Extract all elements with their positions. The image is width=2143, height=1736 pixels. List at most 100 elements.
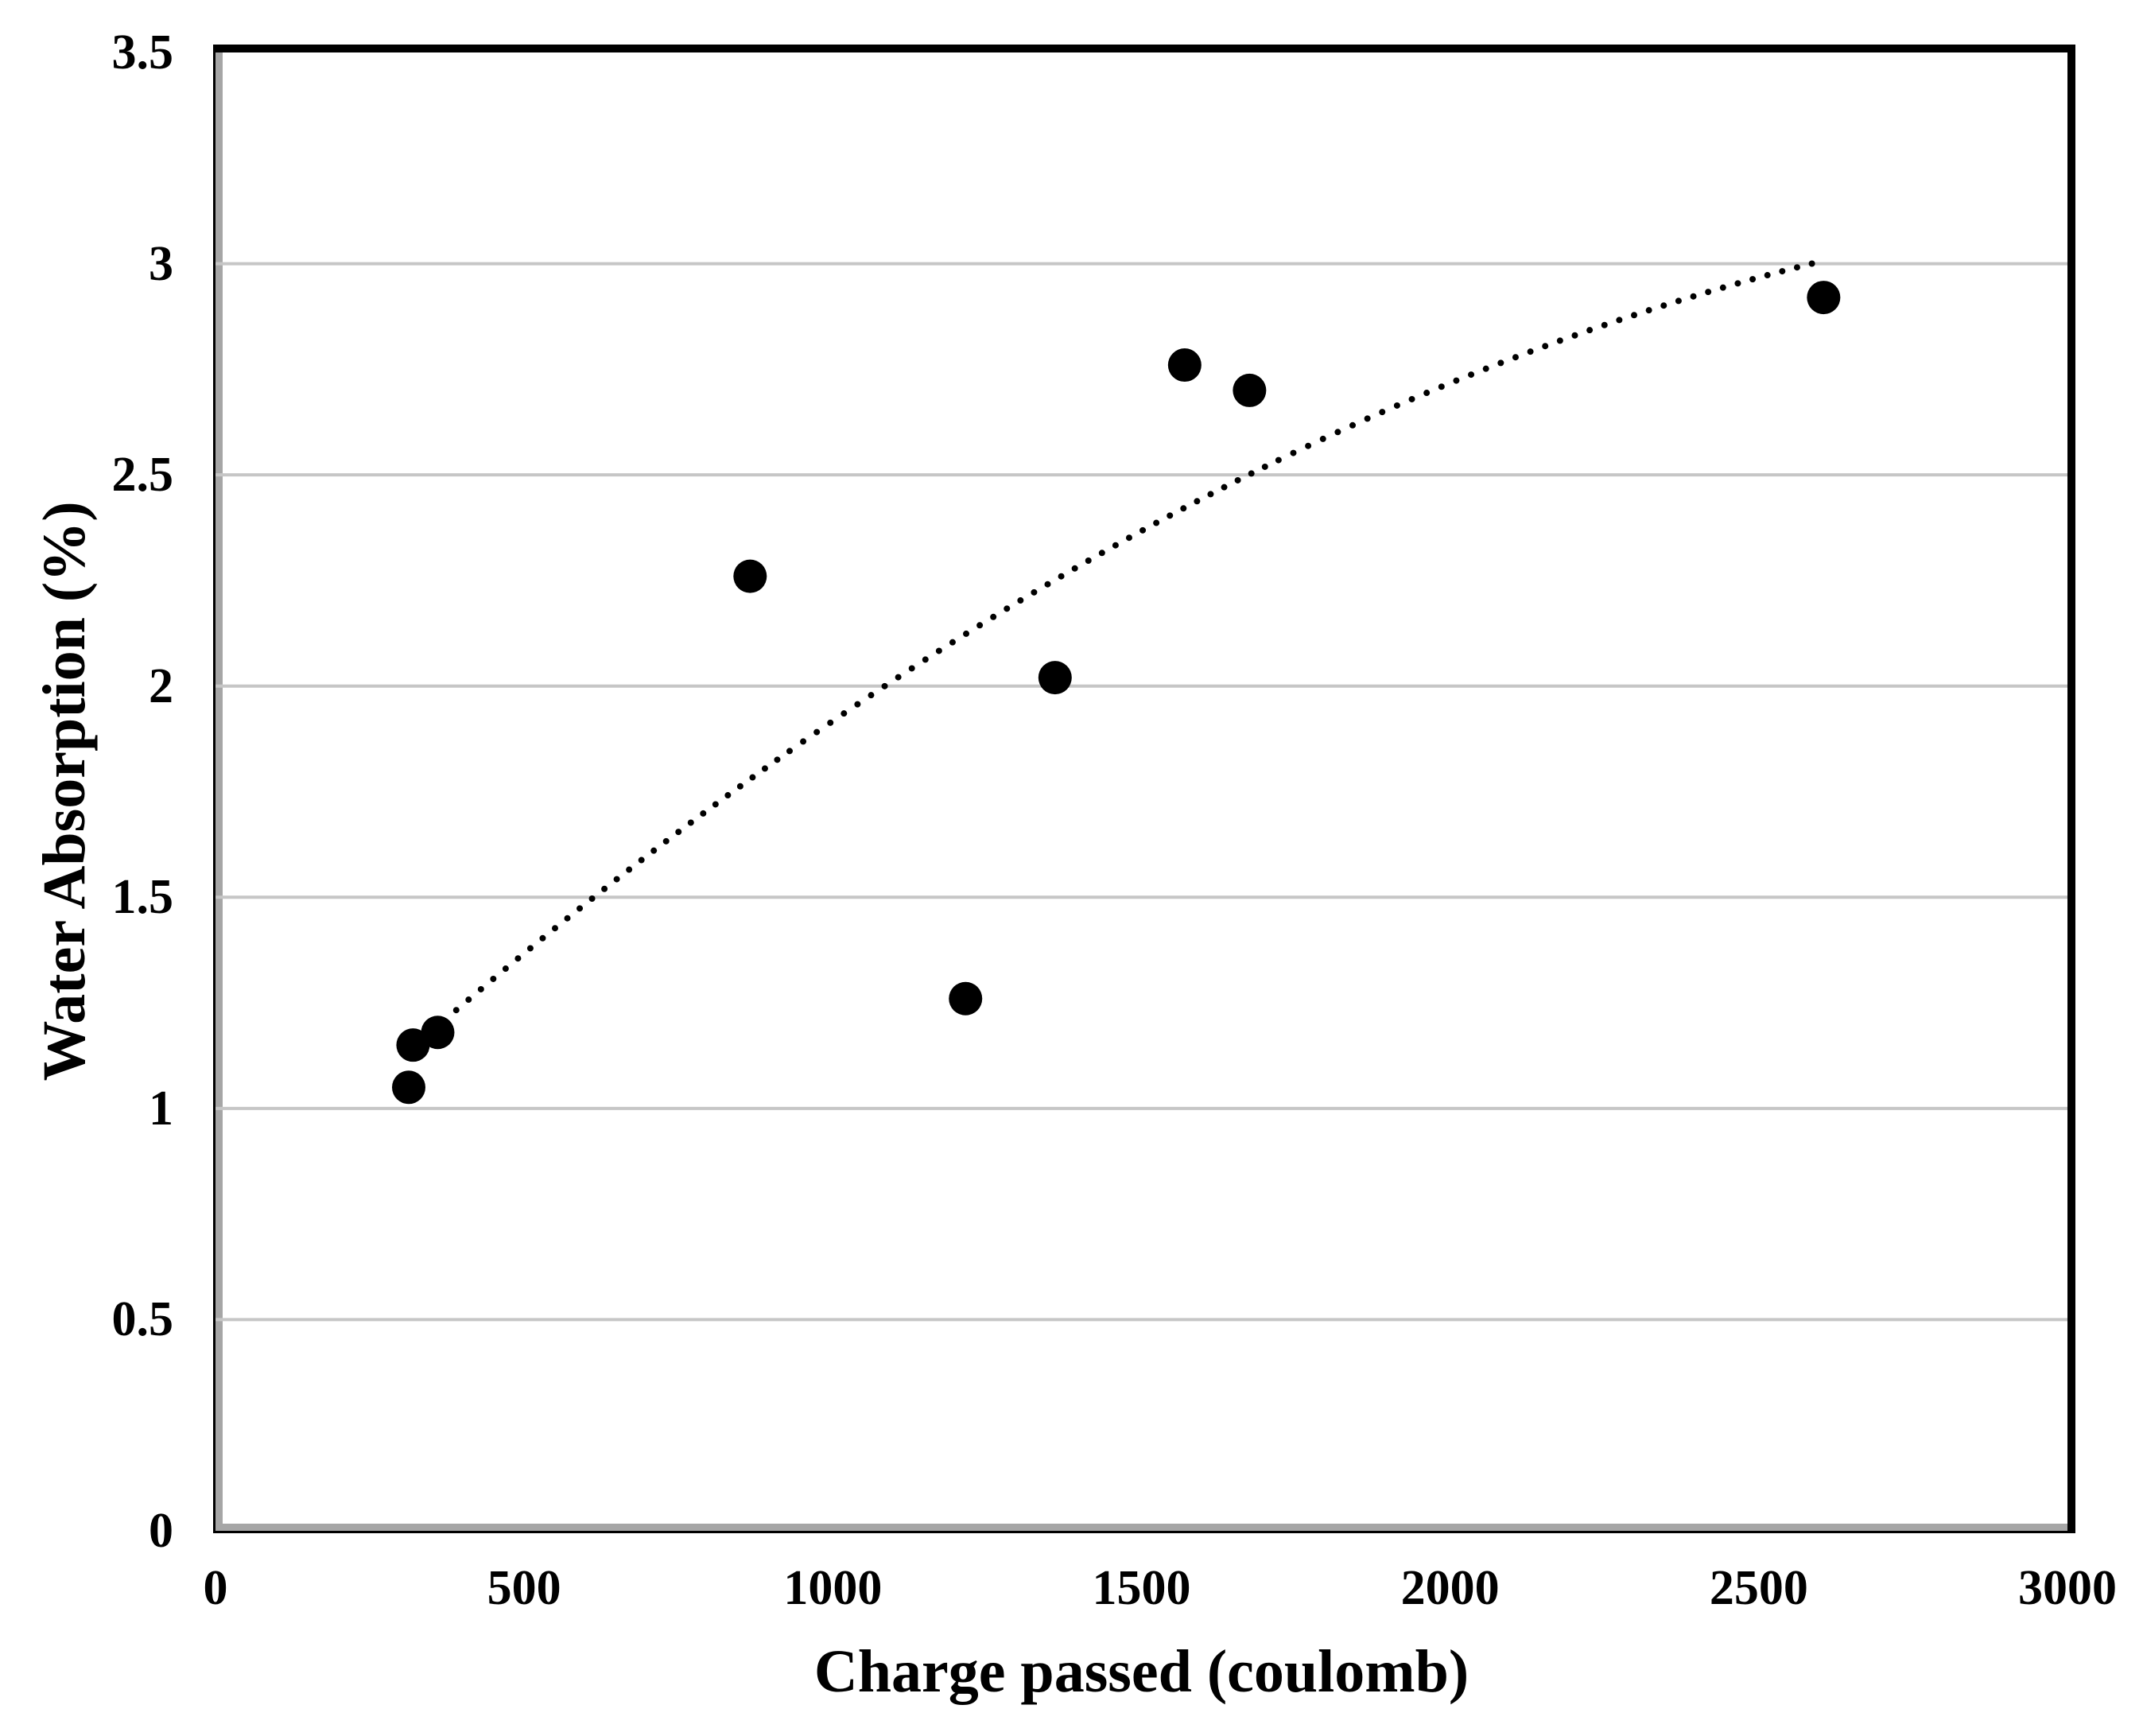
trendline-dot xyxy=(841,710,848,717)
trendline-dot xyxy=(1364,415,1371,422)
trendline-dot xyxy=(774,756,781,763)
y-tick-label: 3 xyxy=(149,236,173,291)
trendline-dot xyxy=(1098,550,1105,557)
trendline-dot xyxy=(949,639,956,646)
trendline-dot xyxy=(1305,442,1312,449)
trendline-dot xyxy=(1044,581,1051,588)
trendline-dot xyxy=(588,895,596,902)
data-point xyxy=(1038,661,1072,695)
trendline-dot xyxy=(976,622,984,629)
trendline-dot xyxy=(502,965,509,973)
trendline-dot xyxy=(1749,276,1757,283)
trendline-dot xyxy=(922,656,929,663)
trendline-dot xyxy=(895,674,902,681)
trendline-dot xyxy=(1793,264,1800,271)
plot-canvas xyxy=(215,260,2067,1322)
trendline-dot xyxy=(465,996,472,1004)
x-tick-label: 2000 xyxy=(1400,1561,1500,1615)
trendline-dot xyxy=(724,792,732,799)
trendline-dot xyxy=(1334,429,1341,436)
trendline-dot xyxy=(1764,272,1771,279)
data-point xyxy=(421,1016,455,1050)
trendline-dot xyxy=(881,682,888,689)
trendline-dot xyxy=(935,647,942,654)
trendline-dot xyxy=(1085,557,1092,565)
trendline-dot xyxy=(1221,484,1228,491)
trendline-dot xyxy=(477,985,484,992)
trendline-dot xyxy=(1234,476,1241,484)
trendline-dot xyxy=(868,692,875,699)
trendline-dot xyxy=(1004,605,1011,612)
x-tick-label: 500 xyxy=(487,1561,561,1615)
trendline-dot xyxy=(1556,337,1563,344)
trendline-dot xyxy=(1497,359,1504,367)
trendline-dot xyxy=(1125,534,1132,542)
x-axis-title: Charge passed (coulomb) xyxy=(813,1638,1469,1705)
trendline-dot xyxy=(1660,302,1667,309)
data-point xyxy=(949,981,983,1016)
y-tick-label: 1.5 xyxy=(111,870,174,925)
trendline-dot xyxy=(813,728,821,736)
trendline-dot xyxy=(1139,526,1147,534)
trendline-dot xyxy=(1512,354,1519,361)
trendline-dot xyxy=(662,837,670,845)
trendline-dot xyxy=(638,856,645,864)
trendline-dot xyxy=(1690,293,1697,300)
trendline-dot xyxy=(1290,449,1297,456)
trendline-dot xyxy=(761,765,768,772)
trendline-dot xyxy=(1616,317,1623,324)
trendline-dot xyxy=(1586,327,1594,334)
trendline-dot xyxy=(1379,409,1386,416)
trendline-dot xyxy=(1248,470,1255,477)
trendline-dot xyxy=(827,719,834,726)
data-point xyxy=(733,559,767,593)
trendline-dot xyxy=(1261,463,1268,470)
trendline-dot xyxy=(1675,297,1682,305)
trendline-dot xyxy=(749,774,756,781)
plot-area xyxy=(213,45,2075,1533)
trendline-dot xyxy=(675,829,682,836)
y-tick-label: 2 xyxy=(149,658,173,713)
trendline-dot xyxy=(963,630,970,637)
trendline-dot xyxy=(1631,312,1638,319)
trendline-dot xyxy=(1153,519,1160,526)
trendline-dot xyxy=(1275,456,1282,464)
x-tick-label: 3000 xyxy=(2018,1561,2117,1615)
trendline-dot xyxy=(1734,280,1741,287)
trendline-dot xyxy=(1031,588,1038,596)
y-tick-label: 0.5 xyxy=(111,1292,174,1347)
trendline-dot xyxy=(1207,491,1214,498)
trendline-dot xyxy=(990,613,997,620)
trendline-dot xyxy=(786,748,793,755)
trendline-dot xyxy=(687,819,694,826)
y-tick-label: 3.5 xyxy=(111,25,174,80)
trendline-dot xyxy=(1601,321,1608,328)
trendline-dot xyxy=(1017,597,1024,604)
trendline-dot xyxy=(1779,268,1786,275)
trendline-dot xyxy=(564,915,571,922)
trendline-dot xyxy=(1423,390,1431,397)
trendline-dot xyxy=(1112,542,1119,549)
y-tick-label: 2.5 xyxy=(111,448,174,503)
trendline-dot xyxy=(551,925,558,932)
trendline-dot xyxy=(736,783,743,790)
y-tick-label: 1 xyxy=(149,1081,173,1136)
trendline-dot xyxy=(1719,284,1726,291)
x-tick-label: 2500 xyxy=(1709,1561,1808,1615)
trendline-dot xyxy=(1527,348,1534,355)
trendline-dot xyxy=(650,847,658,854)
trendline-dot xyxy=(626,866,633,873)
data-point xyxy=(1807,281,1841,315)
trendline-dot xyxy=(514,955,522,962)
trendline-dot xyxy=(854,701,861,708)
x-tick-label: 1500 xyxy=(1092,1561,1191,1615)
trendline-dot xyxy=(1468,371,1475,379)
trendline-dot xyxy=(1349,421,1357,429)
data-point xyxy=(1167,348,1202,383)
trendline-dot xyxy=(1393,402,1400,409)
trendline-dot xyxy=(908,665,915,672)
trendline-dot xyxy=(700,810,707,817)
trendline-dot xyxy=(526,945,534,952)
data-point xyxy=(1233,373,1267,407)
trendline-dot xyxy=(800,738,807,745)
